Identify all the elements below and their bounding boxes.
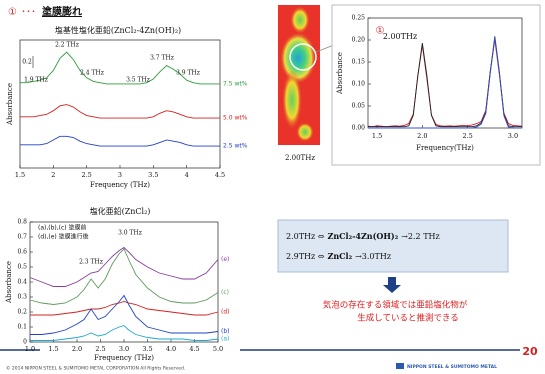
formula-part: →3.0THz bbox=[355, 252, 391, 261]
x-axis-label: Frequency (THz) bbox=[90, 181, 150, 189]
annotation: 3.0 THz bbox=[118, 230, 142, 237]
annotation: 2.4 THz bbox=[80, 70, 104, 77]
annotation: 2.2 THz bbox=[55, 42, 79, 49]
annotation: 0.2 bbox=[22, 59, 32, 66]
x-tick-label: 2.0 bbox=[72, 345, 82, 353]
formula-part: 2.9THz ⇔ bbox=[286, 252, 325, 261]
header-dots: ･･･ bbox=[21, 7, 36, 18]
formula-part: ZnCl₂ bbox=[328, 251, 353, 261]
x-tick-label: 1.5 bbox=[15, 171, 25, 179]
annotation: 2.00THz bbox=[383, 32, 417, 41]
series-label: (e) bbox=[221, 256, 229, 263]
x-tick-label: 3.5 bbox=[142, 345, 152, 353]
x-tick-label: 1.5 bbox=[372, 132, 382, 140]
x-tick-label: 2.5 bbox=[81, 171, 91, 179]
heat-blob bbox=[282, 70, 302, 130]
slide: ① ･･･ 塗膜膨れ 2.00THz 気泡の存在する領域では亜鉛塩化物が 生成し… bbox=[0, 0, 545, 374]
page-number: 20 bbox=[522, 345, 538, 358]
note: (d),(e) 塗膜進行後 bbox=[38, 233, 89, 241]
y-tick-label: 0.5 bbox=[17, 264, 27, 271]
annotation: 2.3 THz bbox=[79, 259, 103, 266]
y-axis-label: Absorbance bbox=[6, 83, 14, 126]
image-label: 2.00THz bbox=[285, 154, 315, 162]
copyright: © 2014 NIPPON STEEL & SUMITOMO METAL COR… bbox=[6, 365, 185, 372]
y-tick-label: 0.1 bbox=[17, 324, 27, 331]
y-tick-label: 0.6 bbox=[17, 249, 27, 256]
x-tick-label: 3.5 bbox=[148, 171, 158, 179]
formula-line: 2.9THz ⇔ZnCl₂→3.0THz bbox=[286, 251, 391, 261]
y-tick-label: 0 bbox=[23, 339, 27, 346]
x-tick-label: 4.5 bbox=[189, 345, 199, 353]
y-tick-label: 0.4 bbox=[17, 279, 27, 286]
x-tick-label: 1.5 bbox=[48, 345, 58, 353]
formula-line: 2.0THz ⇔ZnCl₂-4Zn(OH)₂→2.2 THz bbox=[286, 231, 440, 241]
note: (a),(b),(c) 塗膜前 bbox=[38, 224, 87, 232]
x-tick-label: 3 bbox=[118, 171, 122, 179]
header-title: 塗膜膨れ bbox=[42, 5, 82, 18]
x-tick-label: 2.0 bbox=[417, 132, 427, 140]
series-label: (b) bbox=[221, 328, 230, 335]
series-label: (d) bbox=[221, 309, 230, 316]
x-tick-label: 4.0 bbox=[166, 345, 176, 353]
y-tick-label: 0.10 bbox=[352, 81, 366, 88]
heat-blob bbox=[290, 6, 310, 34]
annotation: 3.9 THz bbox=[176, 70, 200, 77]
y-tick-label: 0.15 bbox=[352, 59, 366, 66]
conclusion-line: 生成していると推測できる bbox=[357, 313, 459, 324]
x-tick-label: 2 bbox=[51, 171, 55, 179]
header-number: ① bbox=[8, 7, 17, 18]
formula-part: →2.2 THz bbox=[401, 232, 440, 241]
logo: NIPPON STEEL & SUMITOMO METAL bbox=[407, 364, 497, 370]
chart-title: 塩化亜鉛(ZnCl₂) bbox=[90, 206, 151, 216]
series-label: (c) bbox=[221, 289, 229, 296]
logo-mark bbox=[396, 363, 404, 369]
annotation: 3.5 THz bbox=[126, 77, 150, 84]
annotation: 3.7 THz bbox=[150, 55, 174, 62]
formula-part: 2.0THz ⇔ bbox=[286, 232, 325, 241]
x-axis-label: Frequency(THz) bbox=[416, 144, 474, 152]
y-tick-label: 0.20 bbox=[352, 37, 366, 44]
x-tick-label: 4.5 bbox=[215, 171, 225, 179]
y-tick-label: 0.2 bbox=[17, 309, 27, 316]
heat-blob bbox=[296, 122, 314, 142]
formula-part: ZnCl₂-4Zn(OH)₂ bbox=[328, 231, 399, 241]
x-tick-label: 2.5 bbox=[95, 345, 105, 353]
x-tick-label: 5.0 bbox=[213, 345, 223, 353]
y-axis-label: Absorbance bbox=[5, 261, 13, 304]
chart-title: 塩基性塩化亜鉛(ZnCl₂-4Zn(OH)₂) bbox=[55, 25, 181, 35]
y-tick-label: 0.7 bbox=[17, 234, 27, 241]
y-tick-label: 0.8 bbox=[17, 219, 27, 226]
x-tick-label: 1.0 bbox=[25, 345, 35, 353]
annotation: 1.9 THz bbox=[24, 77, 48, 84]
x-tick-label: 4 bbox=[185, 171, 189, 179]
series-label: 5.0 wt% bbox=[223, 115, 248, 122]
series-label: 7.5 wt% bbox=[223, 80, 248, 87]
x-tick-label: 3.0 bbox=[508, 132, 518, 140]
series-label: 2.5 wt% bbox=[223, 143, 248, 150]
y-tick-label: 0.05 bbox=[352, 103, 366, 110]
conclusion-line: 気泡の存在する領域では亜鉛塩化物が bbox=[323, 300, 468, 311]
y-tick-label: 0.25 bbox=[352, 15, 366, 22]
series-label: (a) bbox=[221, 336, 229, 343]
y-tick-label: 0.3 bbox=[17, 294, 27, 301]
x-tick-label: 2.5 bbox=[462, 132, 472, 140]
x-tick-label: 3.0 bbox=[119, 345, 129, 353]
x-axis-label: Frequency (THz) bbox=[94, 354, 154, 362]
y-axis-label: Absorbance bbox=[336, 52, 344, 95]
y-tick-label: 0.00 bbox=[352, 125, 366, 132]
formula-box bbox=[278, 220, 508, 272]
